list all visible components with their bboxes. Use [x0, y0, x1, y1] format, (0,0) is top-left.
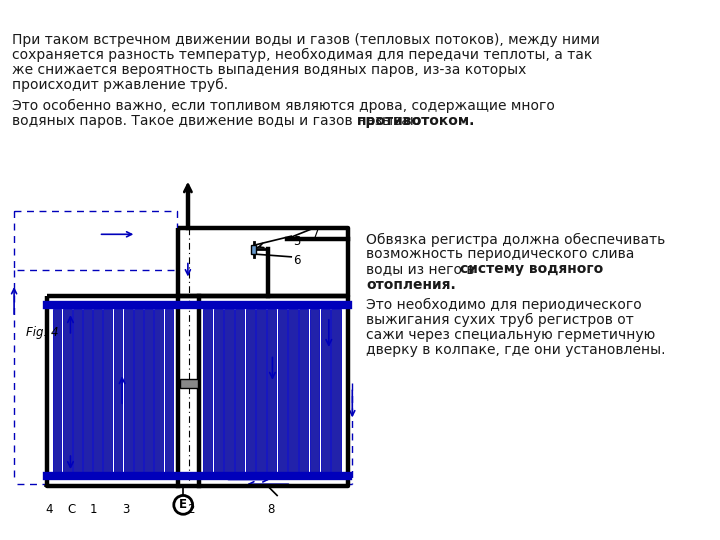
- Bar: [165, 308, 174, 480]
- Text: 1: 1: [89, 503, 96, 516]
- Text: 8: 8: [268, 503, 275, 516]
- Text: 7: 7: [312, 228, 320, 241]
- Text: 5: 5: [293, 235, 300, 248]
- Bar: [134, 308, 143, 480]
- Bar: [289, 308, 298, 480]
- Bar: [278, 308, 287, 480]
- Text: возможность периодического слива: возможность периодического слива: [366, 247, 635, 261]
- Bar: [104, 308, 112, 480]
- Text: сохраняется разность температур, необходимая для передачи теплоты, а так: сохраняется разность температур, необход…: [12, 48, 593, 63]
- Text: Это особенно важно, если топливом являются дрова, содержащие много: Это особенно важно, если топливом являют…: [12, 99, 555, 113]
- Text: водяных паров. Такое движение воды и газов называют: водяных паров. Такое движение воды и газ…: [12, 114, 434, 128]
- Bar: [63, 308, 71, 480]
- Bar: [53, 308, 61, 480]
- Bar: [201, 472, 344, 480]
- Bar: [235, 308, 244, 480]
- Text: выжигания сухих труб регистров от: выжигания сухих труб регистров от: [366, 313, 634, 327]
- Text: При таком встречном движении воды и газов (тепловых потоков), между ними: При таком встречном движении воды и газо…: [12, 33, 600, 48]
- Text: противотоком.: противотоком.: [357, 114, 475, 128]
- Bar: [300, 308, 308, 480]
- Bar: [181, 379, 198, 388]
- Text: C: C: [68, 503, 76, 516]
- Bar: [50, 301, 176, 308]
- Bar: [310, 308, 319, 480]
- Text: дверку в колпаке, где они установлены.: дверку в колпаке, где они установлены.: [366, 343, 666, 357]
- Text: отопления.: отопления.: [366, 278, 456, 292]
- Bar: [94, 308, 102, 480]
- Text: 3: 3: [122, 503, 130, 516]
- Bar: [73, 308, 82, 480]
- Bar: [144, 308, 153, 480]
- Bar: [246, 308, 255, 480]
- Text: систему водяного: систему водяного: [460, 262, 603, 276]
- Bar: [267, 308, 276, 480]
- Text: 4: 4: [45, 503, 53, 516]
- Bar: [256, 308, 266, 480]
- Text: сажи через специальную герметичную: сажи через специальную герметичную: [366, 328, 656, 342]
- Text: Обвязка регистра должна обеспечивать: Обвязка регистра должна обеспечивать: [366, 232, 665, 247]
- Bar: [214, 308, 223, 480]
- Bar: [225, 308, 233, 480]
- Bar: [320, 308, 330, 480]
- Text: Fig. 4: Fig. 4: [27, 326, 59, 339]
- Text: 6: 6: [293, 254, 301, 267]
- Bar: [251, 245, 256, 254]
- Bar: [114, 308, 122, 480]
- Bar: [154, 308, 163, 480]
- Bar: [83, 308, 92, 480]
- Bar: [331, 308, 341, 480]
- Bar: [203, 308, 212, 480]
- Text: происходит ржавление труб.: происходит ржавление труб.: [12, 78, 228, 92]
- Text: 2: 2: [187, 503, 194, 516]
- Text: E: E: [179, 498, 187, 511]
- Text: же снижается вероятность выпадения водяных паров, из-за которых: же снижается вероятность выпадения водян…: [12, 63, 526, 77]
- Bar: [124, 308, 132, 480]
- Text: Это необходимо для периодического: Это необходимо для периодического: [366, 298, 642, 312]
- Text: воды из него в: воды из него в: [366, 262, 480, 276]
- Bar: [201, 301, 344, 308]
- Bar: [50, 472, 176, 480]
